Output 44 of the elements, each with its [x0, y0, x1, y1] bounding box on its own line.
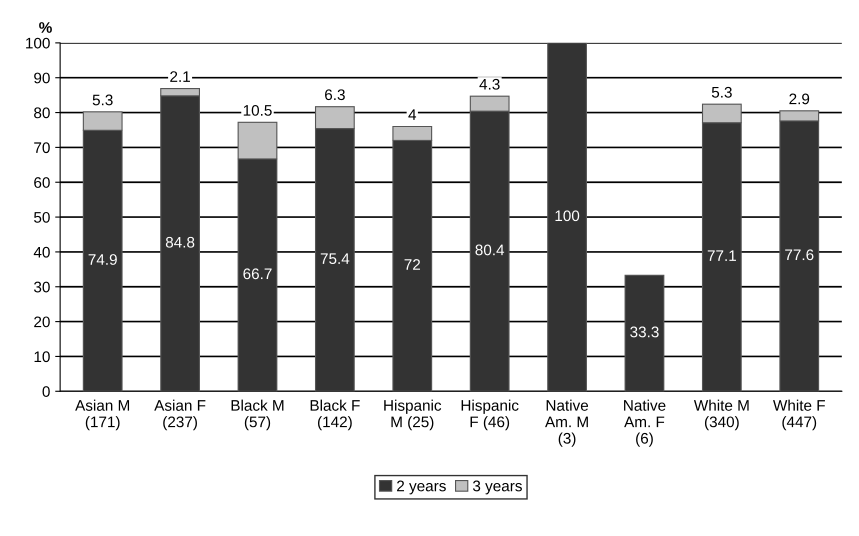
y-tick-label: 50 [34, 212, 50, 223]
legend-label: 2 years [397, 480, 446, 494]
x-tick-label: White M (340) [694, 400, 749, 430]
y-tick-label: 30 [34, 282, 50, 292]
x-tick-label: Native Am. F (6) [624, 400, 666, 447]
y-tick-label: 40 [34, 246, 50, 258]
y-axis-title: % [39, 22, 52, 33]
y-tick-label: 60 [34, 177, 50, 188]
data-label: 2.9 [789, 93, 810, 104]
y-tick-label: 100 [26, 38, 50, 49]
y-tick-label: 70 [34, 142, 50, 154]
data-label: 77.6 [785, 249, 814, 260]
bar [624, 274, 664, 392]
data-label: 5.3 [712, 86, 732, 98]
x-tick-label: Hispanic F (46) [462, 400, 519, 430]
data-label: 10.5 [244, 104, 272, 116]
x-tick-label: Native Am. M (3) [545, 400, 588, 447]
y-tick-label: 80 [34, 107, 50, 118]
x-tick-label: Hispanic M (25) [384, 400, 442, 430]
data-label: 5.3 [92, 94, 113, 106]
x-tick-label: Black F (142) [310, 400, 360, 430]
data-label: 75.4 [320, 253, 350, 264]
data-label: 66.7 [243, 268, 272, 280]
data-label: 74.9 [88, 254, 117, 265]
x-tick-label: White F (447) [773, 400, 825, 430]
data-label: 33.3 [630, 326, 659, 338]
data-label: 80.4 [475, 244, 504, 256]
y-tick-label: 10 [34, 351, 50, 362]
legend-label: 3 years [472, 480, 522, 494]
data-label: 6.3 [325, 89, 345, 100]
data-label: 84.8 [166, 236, 194, 248]
x-tick-label: Asian M (171) [75, 400, 130, 430]
x-tick-label: Asian F (237) [154, 400, 206, 430]
data-label: 4 [408, 109, 416, 120]
data-label: 72 [404, 259, 420, 270]
y-tick-label: 90 [34, 72, 50, 84]
data-label: 4.3 [479, 78, 500, 90]
x-tick-label: Black M (57) [232, 400, 284, 430]
data-label: 100 [555, 210, 580, 222]
y-tick-label: 0 [42, 386, 50, 397]
bar [547, 42, 587, 392]
data-label: 2.1 [170, 71, 190, 82]
y-tick-label: 20 [34, 316, 50, 328]
data-label: 77.1 [708, 250, 736, 261]
